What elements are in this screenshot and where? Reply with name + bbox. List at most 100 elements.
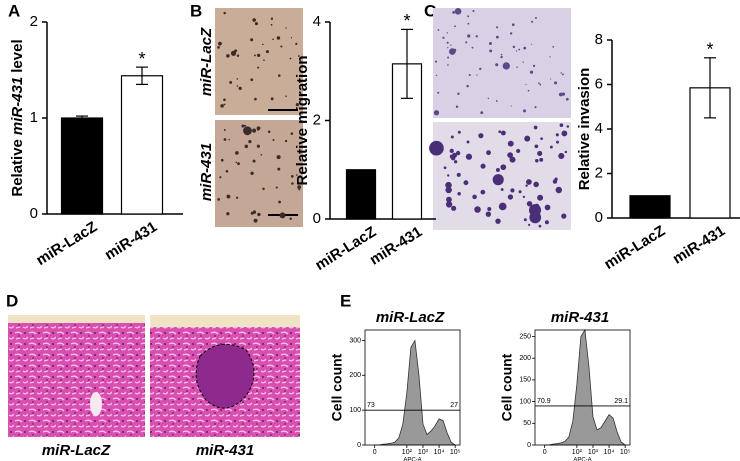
cell (223, 98, 226, 102)
cell (472, 9, 475, 13)
cell (257, 212, 261, 217)
panel-label: D (6, 291, 18, 310)
y-tick-label: 100 (349, 407, 361, 414)
chart-title: miR-431 (551, 309, 609, 326)
cell (252, 18, 256, 22)
cell (275, 186, 278, 189)
cell (447, 64, 449, 66)
nodule (195, 343, 255, 409)
y-tick-label: 0 (527, 442, 531, 449)
cell (235, 196, 239, 199)
cell (544, 204, 551, 211)
plot-frame (534, 329, 631, 446)
cell (236, 54, 240, 57)
y-tick-label: 8 (595, 31, 603, 48)
cell (223, 128, 226, 131)
cell (498, 130, 502, 134)
cell (540, 137, 543, 141)
cell (217, 198, 221, 201)
cell (297, 185, 302, 190)
cell (228, 138, 230, 141)
cell (486, 150, 491, 156)
cell (487, 97, 489, 100)
cell (531, 20, 534, 23)
cell (527, 89, 530, 92)
cell (252, 159, 256, 163)
bar (345, 169, 377, 220)
image-label: miR-431 (196, 442, 254, 459)
x-tick-label: miR-LacZ (601, 222, 668, 273)
y-tick-label: 0 (313, 210, 321, 227)
cell (555, 133, 559, 137)
x-tick-label: 10⁵ (620, 449, 631, 456)
cell (223, 103, 226, 106)
cell (457, 92, 460, 95)
x-tick-label: miR-431 (670, 222, 729, 267)
cell (270, 23, 273, 26)
y-tick-label: 2 (595, 164, 603, 181)
cell (433, 110, 440, 116)
x-tick-label: 10² (572, 449, 583, 456)
vessel (90, 392, 102, 416)
cell (560, 72, 562, 74)
cell (478, 133, 484, 139)
cell (285, 27, 287, 29)
cell (250, 211, 254, 215)
x-axis-label: APC-A (573, 458, 591, 461)
y-axis-label: Cell count (499, 353, 515, 421)
cell (485, 211, 492, 217)
cell (244, 144, 249, 149)
cell (466, 84, 469, 88)
cell (498, 202, 507, 211)
y-axis-label-part: Relative invasion (576, 68, 593, 191)
cell (474, 206, 481, 213)
cell (445, 186, 452, 194)
cell (254, 97, 257, 101)
cell (265, 50, 269, 54)
cell (256, 144, 260, 148)
y-axis-label-part: level (9, 39, 26, 72)
cell (522, 61, 524, 63)
cell (295, 102, 300, 107)
y-tick-label: 200 (519, 355, 531, 362)
cell (291, 175, 294, 178)
cell (295, 42, 298, 45)
cell (277, 167, 281, 171)
cell (523, 46, 527, 50)
cell (272, 139, 275, 142)
cell (529, 211, 542, 224)
cell (552, 179, 558, 184)
cell (289, 57, 292, 60)
cell (558, 92, 563, 97)
cell (234, 49, 238, 53)
cell (235, 151, 239, 155)
cell (437, 91, 440, 94)
y-tick-label: 300 (349, 337, 361, 344)
cell (225, 170, 229, 173)
gate-label: 29.1 (614, 398, 628, 405)
cell (495, 63, 499, 67)
cell (220, 104, 224, 108)
histogram (544, 328, 627, 446)
cell (561, 213, 567, 219)
cell (496, 26, 499, 29)
cell (279, 212, 286, 219)
cell (289, 217, 292, 220)
significance: * (403, 11, 410, 31)
cell (468, 73, 471, 77)
y-tick-label: 0 (595, 209, 603, 226)
cell (449, 148, 454, 154)
cell (529, 70, 534, 74)
cell (534, 16, 537, 19)
y-axis-label: Relative invasion (576, 68, 593, 191)
cell (480, 163, 486, 169)
cell (446, 196, 452, 203)
cell (558, 152, 565, 160)
cell (525, 179, 532, 185)
cell (454, 7, 462, 15)
y-tick-label: 2 (313, 111, 321, 128)
cell (561, 130, 568, 137)
cell (270, 97, 274, 101)
cell (278, 200, 281, 204)
cell (500, 188, 504, 191)
